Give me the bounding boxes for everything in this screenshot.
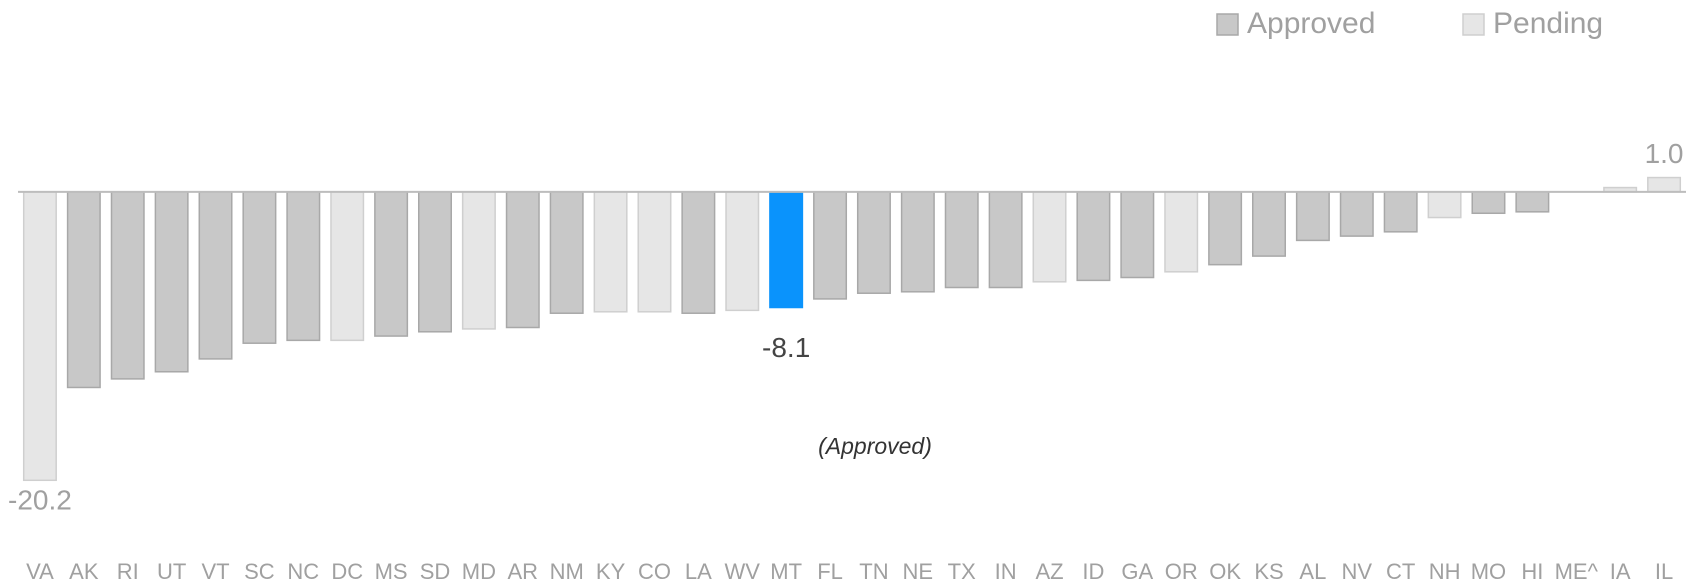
legend-label: Approved xyxy=(1247,7,1375,40)
x-tick-label: NH xyxy=(1429,559,1461,584)
bar xyxy=(1339,191,1374,237)
x-tick-label: NC xyxy=(287,559,319,584)
bar xyxy=(22,191,57,482)
bar xyxy=(418,191,452,333)
x-tick-label: MO xyxy=(1471,559,1506,584)
x-tick-label: AZ xyxy=(1035,559,1063,584)
x-tick-label: NM xyxy=(550,559,584,584)
x-tick-label: ME^ xyxy=(1555,559,1599,584)
x-tick-label: SC xyxy=(244,559,275,584)
bar xyxy=(1471,191,1506,215)
x-tick-label: IA xyxy=(1610,559,1631,584)
x-tick-label: KY xyxy=(596,559,626,584)
x-tick-label: ID xyxy=(1082,559,1104,584)
bar xyxy=(110,191,145,380)
x-tick-label: AR xyxy=(508,559,539,584)
bar xyxy=(549,191,584,314)
bar xyxy=(461,191,496,330)
data-label: 1.0 xyxy=(1645,138,1684,169)
x-tick-label: MS xyxy=(375,559,408,584)
x-tick-label: WV xyxy=(725,559,761,584)
bar xyxy=(593,191,628,313)
bar xyxy=(1515,191,1550,213)
bar xyxy=(856,191,891,294)
bar xyxy=(1647,176,1682,193)
bar xyxy=(330,191,365,342)
bar xyxy=(1427,191,1462,219)
x-tick-label: SD xyxy=(420,559,451,584)
legend-swatch xyxy=(1462,13,1485,36)
bar xyxy=(154,191,189,373)
x-tick-label: MD xyxy=(462,559,496,584)
x-tick-label: DC xyxy=(331,559,363,584)
bar xyxy=(725,191,760,312)
x-tick-label: VT xyxy=(201,559,229,584)
x-tick-label: OK xyxy=(1209,559,1241,584)
bar xyxy=(374,191,409,337)
x-tick-label: VA xyxy=(26,559,54,584)
bar xyxy=(944,191,979,289)
bar xyxy=(1252,191,1286,257)
x-tick-label: IN xyxy=(995,559,1017,584)
bar xyxy=(1383,191,1418,233)
bar xyxy=(1164,191,1199,273)
legend-label: Pending xyxy=(1493,7,1603,40)
x-tick-label: RI xyxy=(117,559,139,584)
bar xyxy=(637,191,672,313)
bar xyxy=(286,191,321,342)
x-tick-label: NE xyxy=(903,559,934,584)
bar xyxy=(1120,191,1155,279)
bar xyxy=(1032,191,1067,283)
data-label: -8.1 xyxy=(762,332,810,363)
data-label: -20.2 xyxy=(8,485,72,516)
bar xyxy=(769,191,804,309)
legend-swatch xyxy=(1216,13,1239,36)
x-tick-label: IL xyxy=(1655,559,1673,584)
x-tick-label: NV xyxy=(1342,559,1373,584)
x-tick-label: TN xyxy=(859,559,888,584)
bar xyxy=(681,191,716,314)
bar xyxy=(242,191,277,344)
x-tick-label: TX xyxy=(948,559,976,584)
bar xyxy=(198,191,233,360)
bar xyxy=(900,191,935,293)
bar xyxy=(1295,191,1330,242)
x-tick-label: OR xyxy=(1165,559,1198,584)
x-tick-label: UT xyxy=(157,559,186,584)
x-tick-label: LA xyxy=(685,559,712,584)
x-tick-label: CT xyxy=(1386,559,1415,584)
bar xyxy=(66,191,101,389)
x-tick-label: GA xyxy=(1121,559,1153,584)
bar xyxy=(988,191,1023,289)
x-tick-label: AL xyxy=(1299,559,1326,584)
x-tick-label: HI xyxy=(1521,559,1543,584)
annotation: (Approved) xyxy=(818,433,932,459)
bar xyxy=(1208,191,1243,266)
bar xyxy=(1076,191,1111,282)
bar xyxy=(813,191,848,300)
x-tick-label: CO xyxy=(638,559,671,584)
x-tick-label: MT xyxy=(770,559,802,584)
x-tick-label: KS xyxy=(1254,559,1283,584)
x-tick-label: FL xyxy=(817,559,843,584)
bar xyxy=(505,191,540,329)
x-tick-label: AK xyxy=(69,559,99,584)
